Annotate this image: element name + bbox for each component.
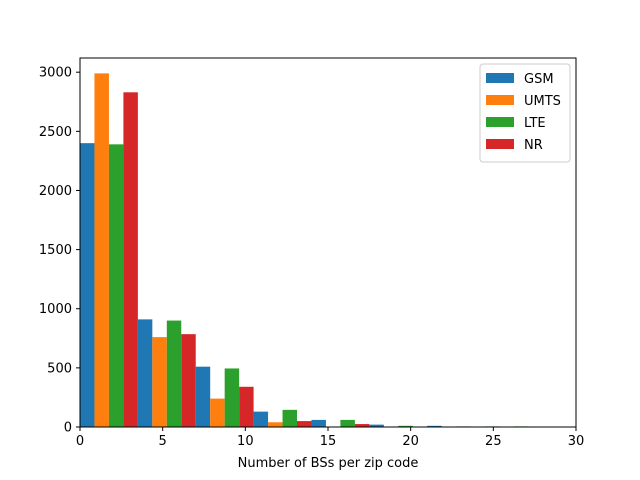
x-tick-label: 10: [237, 434, 254, 449]
bar-umts-bin-0: [94, 73, 109, 427]
x-tick-label: 5: [159, 434, 167, 449]
legend-label-nr: NR: [524, 138, 543, 153]
y-tick-label: 1500: [39, 243, 72, 258]
bar-nr-bin-4: [354, 424, 370, 427]
legend-label-lte: LTE: [524, 116, 546, 131]
bar-gsm-bin-2: [195, 366, 211, 427]
bar-nr-bin-1: [181, 334, 196, 427]
bar-lte-bin-0: [108, 144, 124, 427]
x-tick-label: 15: [320, 434, 337, 449]
y-tick-label: 1000: [39, 302, 72, 317]
y-tick-label: 2500: [39, 125, 72, 140]
y-tick-label: 0: [64, 421, 72, 436]
plot-area-frame: [79, 57, 577, 428]
bar-gsm-bin-6: [427, 425, 442, 427]
legend-label-umts: UMTS: [524, 94, 561, 109]
x-axis-ticks: 0 5 10 15 20 25 30: [76, 427, 584, 449]
x-tick-label: 25: [485, 434, 502, 449]
bar-nr-bin-3: [297, 421, 312, 427]
legend-label-gsm: GSM: [524, 72, 554, 87]
bar-gsm-bin-0: [80, 143, 95, 427]
legend-swatch-lte: [486, 117, 514, 127]
bar-umts-bin-2: [210, 398, 225, 427]
bar-lte-bin-1: [166, 320, 182, 427]
y-tick-label: 2000: [39, 184, 72, 199]
bar-lte-bin-2: [224, 368, 240, 427]
y-tick-label: 3000: [39, 66, 72, 81]
bar-umts-bin-3: [268, 422, 283, 427]
bars-group: [80, 73, 529, 427]
bar-umts-bin-1: [152, 337, 167, 427]
bar-lte-bin-3: [282, 409, 297, 427]
x-tick-label: 0: [76, 434, 84, 449]
bar-lte-bin-4: [340, 419, 355, 427]
legend-swatch-umts: [486, 95, 514, 105]
legend: GSM UMTS LTE NR: [479, 63, 571, 163]
legend-box: [479, 63, 571, 163]
bar-nr-bin-0: [123, 92, 138, 427]
bar-gsm-bin-1: [137, 319, 153, 427]
legend-swatch-nr: [486, 139, 514, 149]
bar-gsm-bin-5: [369, 424, 384, 427]
x-axis-label: Number of BSs per zip code: [238, 456, 419, 471]
bar-gsm-bin-4: [311, 419, 326, 427]
bar-nr-bin-2: [239, 386, 254, 427]
bar-gsm-bin-3: [253, 411, 269, 427]
y-axis-ticks: 0 500 1000 1500 2000 2500 3000: [39, 66, 80, 436]
x-tick-label: 30: [568, 434, 585, 449]
x-tick-label: 20: [402, 434, 419, 449]
y-tick-label: 500: [47, 361, 72, 376]
bar-lte-bin-5: [398, 425, 413, 427]
legend-swatch-gsm: [486, 73, 514, 83]
